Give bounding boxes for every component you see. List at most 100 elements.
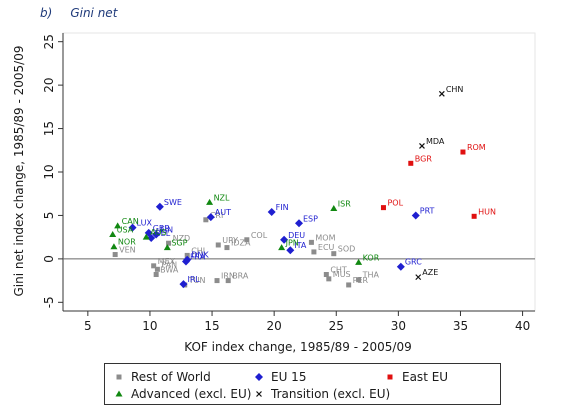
data-point-per	[346, 282, 352, 288]
point-label-nzd: NZD	[173, 234, 191, 243]
data-point-cri	[203, 217, 209, 223]
point-label-aze: AZE	[422, 268, 438, 277]
point-label-nor: NOR	[118, 238, 136, 247]
data-point-pan	[154, 266, 160, 272]
y-tick-label: 5	[42, 212, 56, 220]
point-label-isr: ISR	[338, 199, 351, 208]
data-point-ury	[215, 242, 221, 248]
data-point-ven	[112, 252, 118, 258]
data-point-aut	[206, 213, 215, 222]
y-tick-label: 25	[42, 34, 56, 49]
legend-item-3: Advanced (excl. EU)	[113, 387, 251, 401]
point-label-idza: IDZA	[231, 239, 251, 248]
point-label-jpn: JPN	[285, 239, 299, 248]
point-label-cht: CHT	[330, 266, 347, 275]
x-tick-label: 15	[204, 319, 219, 333]
data-point-mda	[419, 143, 425, 149]
point-label-chl: CHL	[191, 246, 208, 255]
y-tick-label: 10	[42, 164, 56, 179]
y-tick-label: -5	[42, 296, 56, 308]
axes: 5 10 15 20 25 30 35 40 -5 0 5 10 15 20 25	[42, 33, 535, 333]
legend-label: Rest of World	[131, 370, 211, 384]
panel-letter: b)	[40, 6, 53, 20]
point-label-fra: FRA	[190, 252, 206, 261]
data-point-nzd	[166, 240, 172, 246]
point-label-ecu: ECU	[318, 243, 335, 252]
data-point-rom	[460, 149, 466, 155]
point-label-deu: DEU	[288, 231, 305, 240]
data-point-sgp	[163, 244, 171, 251]
data-point-swe	[155, 202, 164, 211]
data-point-ita	[286, 246, 295, 255]
data-point-idza	[224, 245, 230, 251]
data-point-can	[114, 222, 122, 229]
point-label-tha: THA	[362, 271, 380, 280]
point-label-tun: TUN	[188, 276, 206, 285]
point-label-gbr: GBR	[153, 224, 171, 233]
data-point-usa	[109, 231, 117, 238]
legend-marker-square	[113, 372, 125, 382]
data-point-ecu	[311, 249, 317, 255]
point-label-mom: MOM	[315, 233, 335, 242]
point-label-nzl: NZL	[214, 193, 230, 202]
x-tick-label: 35	[453, 319, 468, 333]
legend: Rest of World EU 15 East EU Advanced (excl.…	[104, 363, 501, 405]
data-point-fin	[267, 207, 276, 216]
y-axis-title: Gini net index change, 1985/89 - 2005/09	[12, 46, 26, 297]
data-point-irn	[214, 278, 220, 284]
data-point-mus	[326, 276, 332, 282]
point-label-lux: LUX	[137, 219, 153, 228]
data-point-prt	[411, 211, 420, 220]
data-point-nzl	[206, 198, 214, 205]
point-label-irl: IRL	[187, 275, 200, 284]
data-point-jpn	[278, 244, 286, 251]
point-label-mus: MUS	[333, 270, 351, 279]
x-tick-label: 10	[142, 319, 157, 333]
legend-item-4: Transition (excl. EU)	[253, 387, 390, 401]
point-label-fin: FIN	[160, 226, 173, 235]
panel-title: b) Gini net	[40, 6, 135, 20]
point-label-hun: HUN	[478, 207, 496, 216]
point-label-grc: GRC	[405, 258, 422, 267]
data-point-aus	[142, 233, 150, 240]
point-label-ita: ITA	[294, 241, 307, 250]
data-point-grc	[396, 262, 405, 271]
point-label-sgp: SGP	[171, 239, 187, 248]
data-point-mom	[308, 239, 314, 245]
legend-marker-x	[253, 389, 265, 399]
point-label-dnk: DNK	[191, 251, 209, 260]
data-point-bgr	[408, 160, 414, 166]
data-point-bra	[225, 278, 231, 284]
x-tick-label: 40	[515, 319, 530, 333]
point-label-pan: PAN	[161, 260, 177, 269]
y-tick-label: 20	[42, 77, 56, 92]
panel-title-text: Gini net	[70, 6, 118, 20]
point-label-usa: USA	[117, 226, 134, 235]
point-label-chn: CHN	[446, 85, 464, 94]
legend-label: East EU	[402, 370, 449, 384]
data-point-lux	[128, 223, 137, 232]
x-tick-label: 20	[267, 319, 282, 333]
data-point-bwa	[153, 272, 159, 278]
data-point-tha	[356, 277, 362, 283]
point-label-kor: KOR	[363, 253, 380, 262]
legend-label: EU 15	[271, 370, 307, 384]
data-point-cht	[323, 272, 329, 278]
point-label-swe: SWE	[164, 198, 182, 207]
point-label-aus: AUS	[150, 228, 166, 237]
data-point-aze	[415, 274, 422, 281]
point-label-col: COL	[251, 231, 268, 240]
legend-label: Transition (excl. EU)	[271, 387, 391, 401]
point-label-irn: IRN	[221, 272, 235, 281]
point-label-bel: BEL	[155, 229, 171, 238]
point-label-esp: ESP	[303, 214, 318, 223]
point-label-can: CAN	[122, 217, 139, 226]
point-label-prt: PRT	[420, 206, 435, 215]
data-point-esp	[295, 219, 303, 228]
y-tick-label: 15	[42, 121, 56, 136]
data-point-irl	[179, 280, 188, 289]
data-point-deu	[280, 235, 289, 244]
plot-frame	[62, 32, 536, 312]
